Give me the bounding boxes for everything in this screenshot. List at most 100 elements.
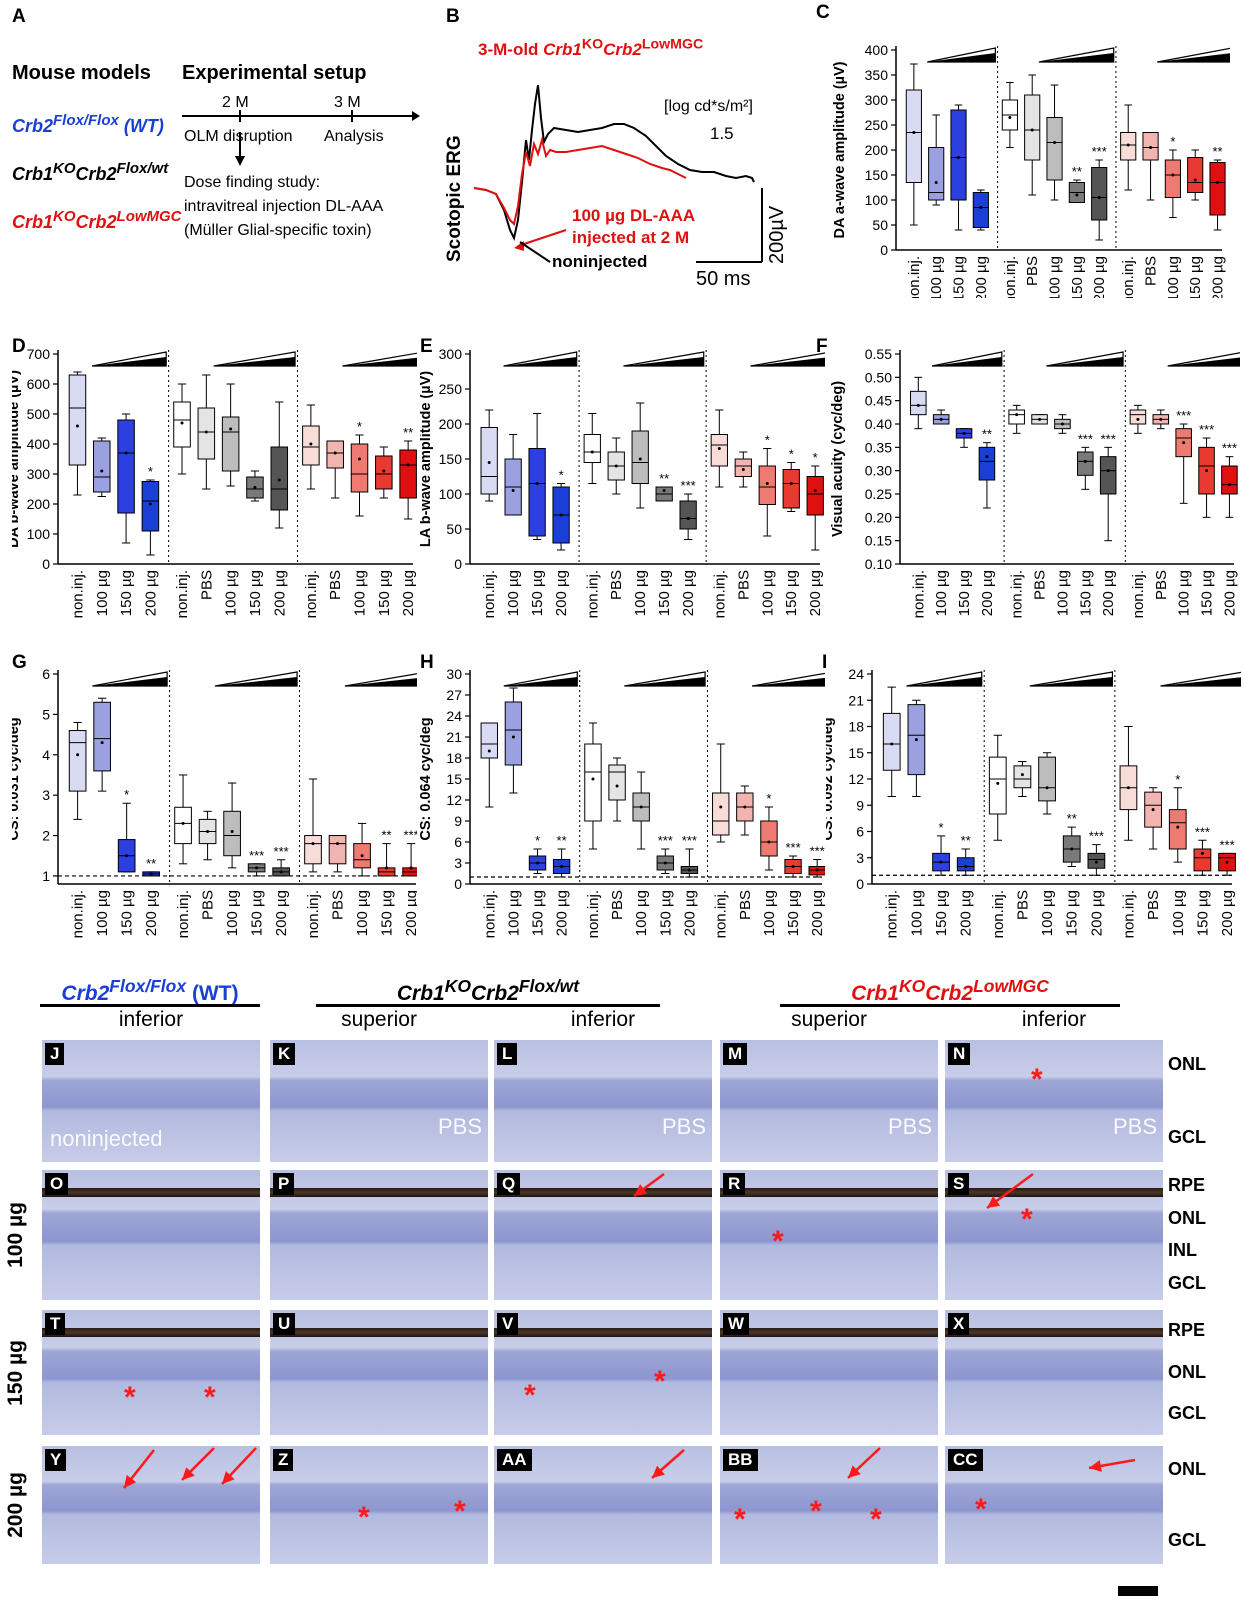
rpe-layer <box>42 1328 260 1337</box>
mean-point <box>1083 459 1087 463</box>
lesion-star-marker: * <box>1031 1063 1043 1096</box>
mean-point <box>487 461 491 464</box>
box-h-2-2 <box>760 806 778 871</box>
panel-label-b: B <box>446 6 460 27</box>
category-label: 100 µg <box>759 570 776 616</box>
y-tick-label: 3 <box>856 850 864 866</box>
category-label: 100 µg <box>352 570 369 616</box>
significance-label: ** <box>659 471 669 486</box>
category-label: 200 µg <box>1088 890 1105 936</box>
box-c-2-3 <box>1187 149 1204 201</box>
category-label: 100 µg <box>354 890 371 936</box>
category-label: 100 µg <box>632 570 649 616</box>
box-i-1-3 <box>1062 826 1081 867</box>
mean-point <box>76 753 80 757</box>
category-label: 200 µg <box>1091 256 1108 298</box>
box-e-0-1 <box>504 434 522 516</box>
timepoint-3m: 3 M <box>334 94 361 111</box>
y-tick-label: 350 <box>865 67 889 83</box>
mean-point <box>1151 808 1155 812</box>
histology-tile-r: R * <box>720 1170 938 1300</box>
category-label: PBS <box>1145 890 1162 920</box>
y-tick-label: 0 <box>42 556 50 572</box>
erg-scale-amp: 200µV <box>766 205 788 264</box>
category-label: 100 µg <box>1165 256 1182 298</box>
y-tick-label: 0 <box>880 242 888 258</box>
y-tick-label: 30 <box>446 666 462 682</box>
box-g-1-3 <box>247 863 266 877</box>
mean-point <box>204 430 208 434</box>
group-underline <box>780 1004 1120 1007</box>
mean-point <box>957 156 961 159</box>
mean-point <box>1227 483 1231 487</box>
histology-group-header: Crb1KOCrb2LowMGC <box>851 976 1049 1005</box>
category-label: 200 µg <box>553 570 570 616</box>
lesion-star-marker: * <box>734 1503 746 1536</box>
significance-label: * <box>939 820 944 835</box>
tile-label: L <box>497 1043 518 1065</box>
histology-tile-z: Z * * <box>270 1446 488 1564</box>
chart-i: 0 3 6 9 12 15 18 21 24 CS: 0.092 cyc/deg non.inj. 1… <box>826 666 1241 938</box>
mean-point <box>406 463 410 467</box>
mean-point <box>638 457 642 461</box>
category-label: 200 µg <box>400 570 417 616</box>
y-tick-label: 50 <box>446 521 462 537</box>
category-label: 150 µg <box>1069 256 1086 298</box>
category-label: PBS <box>737 890 754 920</box>
mean-point <box>1094 860 1098 864</box>
category-label: PBS <box>1153 570 1170 600</box>
mean-point <box>890 742 894 746</box>
box-d-0-1 <box>93 437 111 497</box>
mean-point <box>358 457 362 461</box>
significance-label: *** <box>1195 824 1210 839</box>
tile-overlay-label: PBS <box>887 1114 932 1139</box>
box-c-2-1 <box>1142 132 1159 201</box>
box-c-2-2 <box>1164 149 1181 218</box>
mean-point <box>615 784 619 788</box>
mean-point <box>686 517 690 520</box>
box-i-2-4 <box>1218 852 1236 876</box>
dose-triangle-fill <box>1167 357 1240 366</box>
box-e-2-0 <box>710 409 728 488</box>
category-label: 150 µg <box>951 256 968 298</box>
mean-point <box>741 468 745 471</box>
rpe-layer <box>945 1328 1163 1337</box>
erg-black-label: noninjected <box>552 252 648 271</box>
mean-point <box>813 489 817 492</box>
significance-label: ** <box>1212 144 1222 159</box>
mean-point <box>663 861 667 865</box>
model-flox-wt: Crb1KOCrb2Flox/wt <box>12 160 169 184</box>
category-label: 150 µg <box>1194 890 1211 936</box>
mean-point <box>939 417 943 421</box>
category-label: non.inj. <box>1002 256 1019 298</box>
significance-label: * <box>765 433 770 448</box>
category-label: 100 µg <box>908 890 925 936</box>
y-tick-label: 15 <box>848 745 864 761</box>
mean-point <box>229 427 233 431</box>
significance-label: ** <box>403 425 413 440</box>
dose-triangle-fill <box>503 677 578 686</box>
dose-triangle-fill <box>92 357 167 366</box>
significance-label: * <box>124 787 129 802</box>
tile-label: P <box>273 1173 295 1195</box>
mean-point <box>1205 469 1209 473</box>
category-label: 200 µg <box>1210 256 1227 298</box>
y-tick-label: 18 <box>848 719 864 735</box>
category-label: 200 µg <box>1100 570 1117 616</box>
mean-point <box>409 866 413 870</box>
erg-title: 3-M-old Crb1KOCrb2LowMGC <box>478 36 704 59</box>
retina-layer-label: GCL <box>1168 1272 1206 1293</box>
box-c-0-3 <box>972 189 989 231</box>
box-g-0-0 <box>68 721 87 820</box>
retina-layer-label: RPE <box>1168 1175 1206 1196</box>
y-axis-label: DA b-wave amplitude (µV) <box>12 370 22 548</box>
study-line-3: (Müller Glial-specific toxin) <box>184 222 372 239</box>
mean-point <box>230 830 234 833</box>
y-tick-label: 9 <box>454 813 462 829</box>
mean-point <box>985 455 989 459</box>
y-tick-label: 0.50 <box>865 369 892 385</box>
mean-point <box>1126 143 1130 147</box>
y-tick-label: 600 <box>27 376 51 392</box>
red-arrow-marker <box>633 1172 665 1198</box>
